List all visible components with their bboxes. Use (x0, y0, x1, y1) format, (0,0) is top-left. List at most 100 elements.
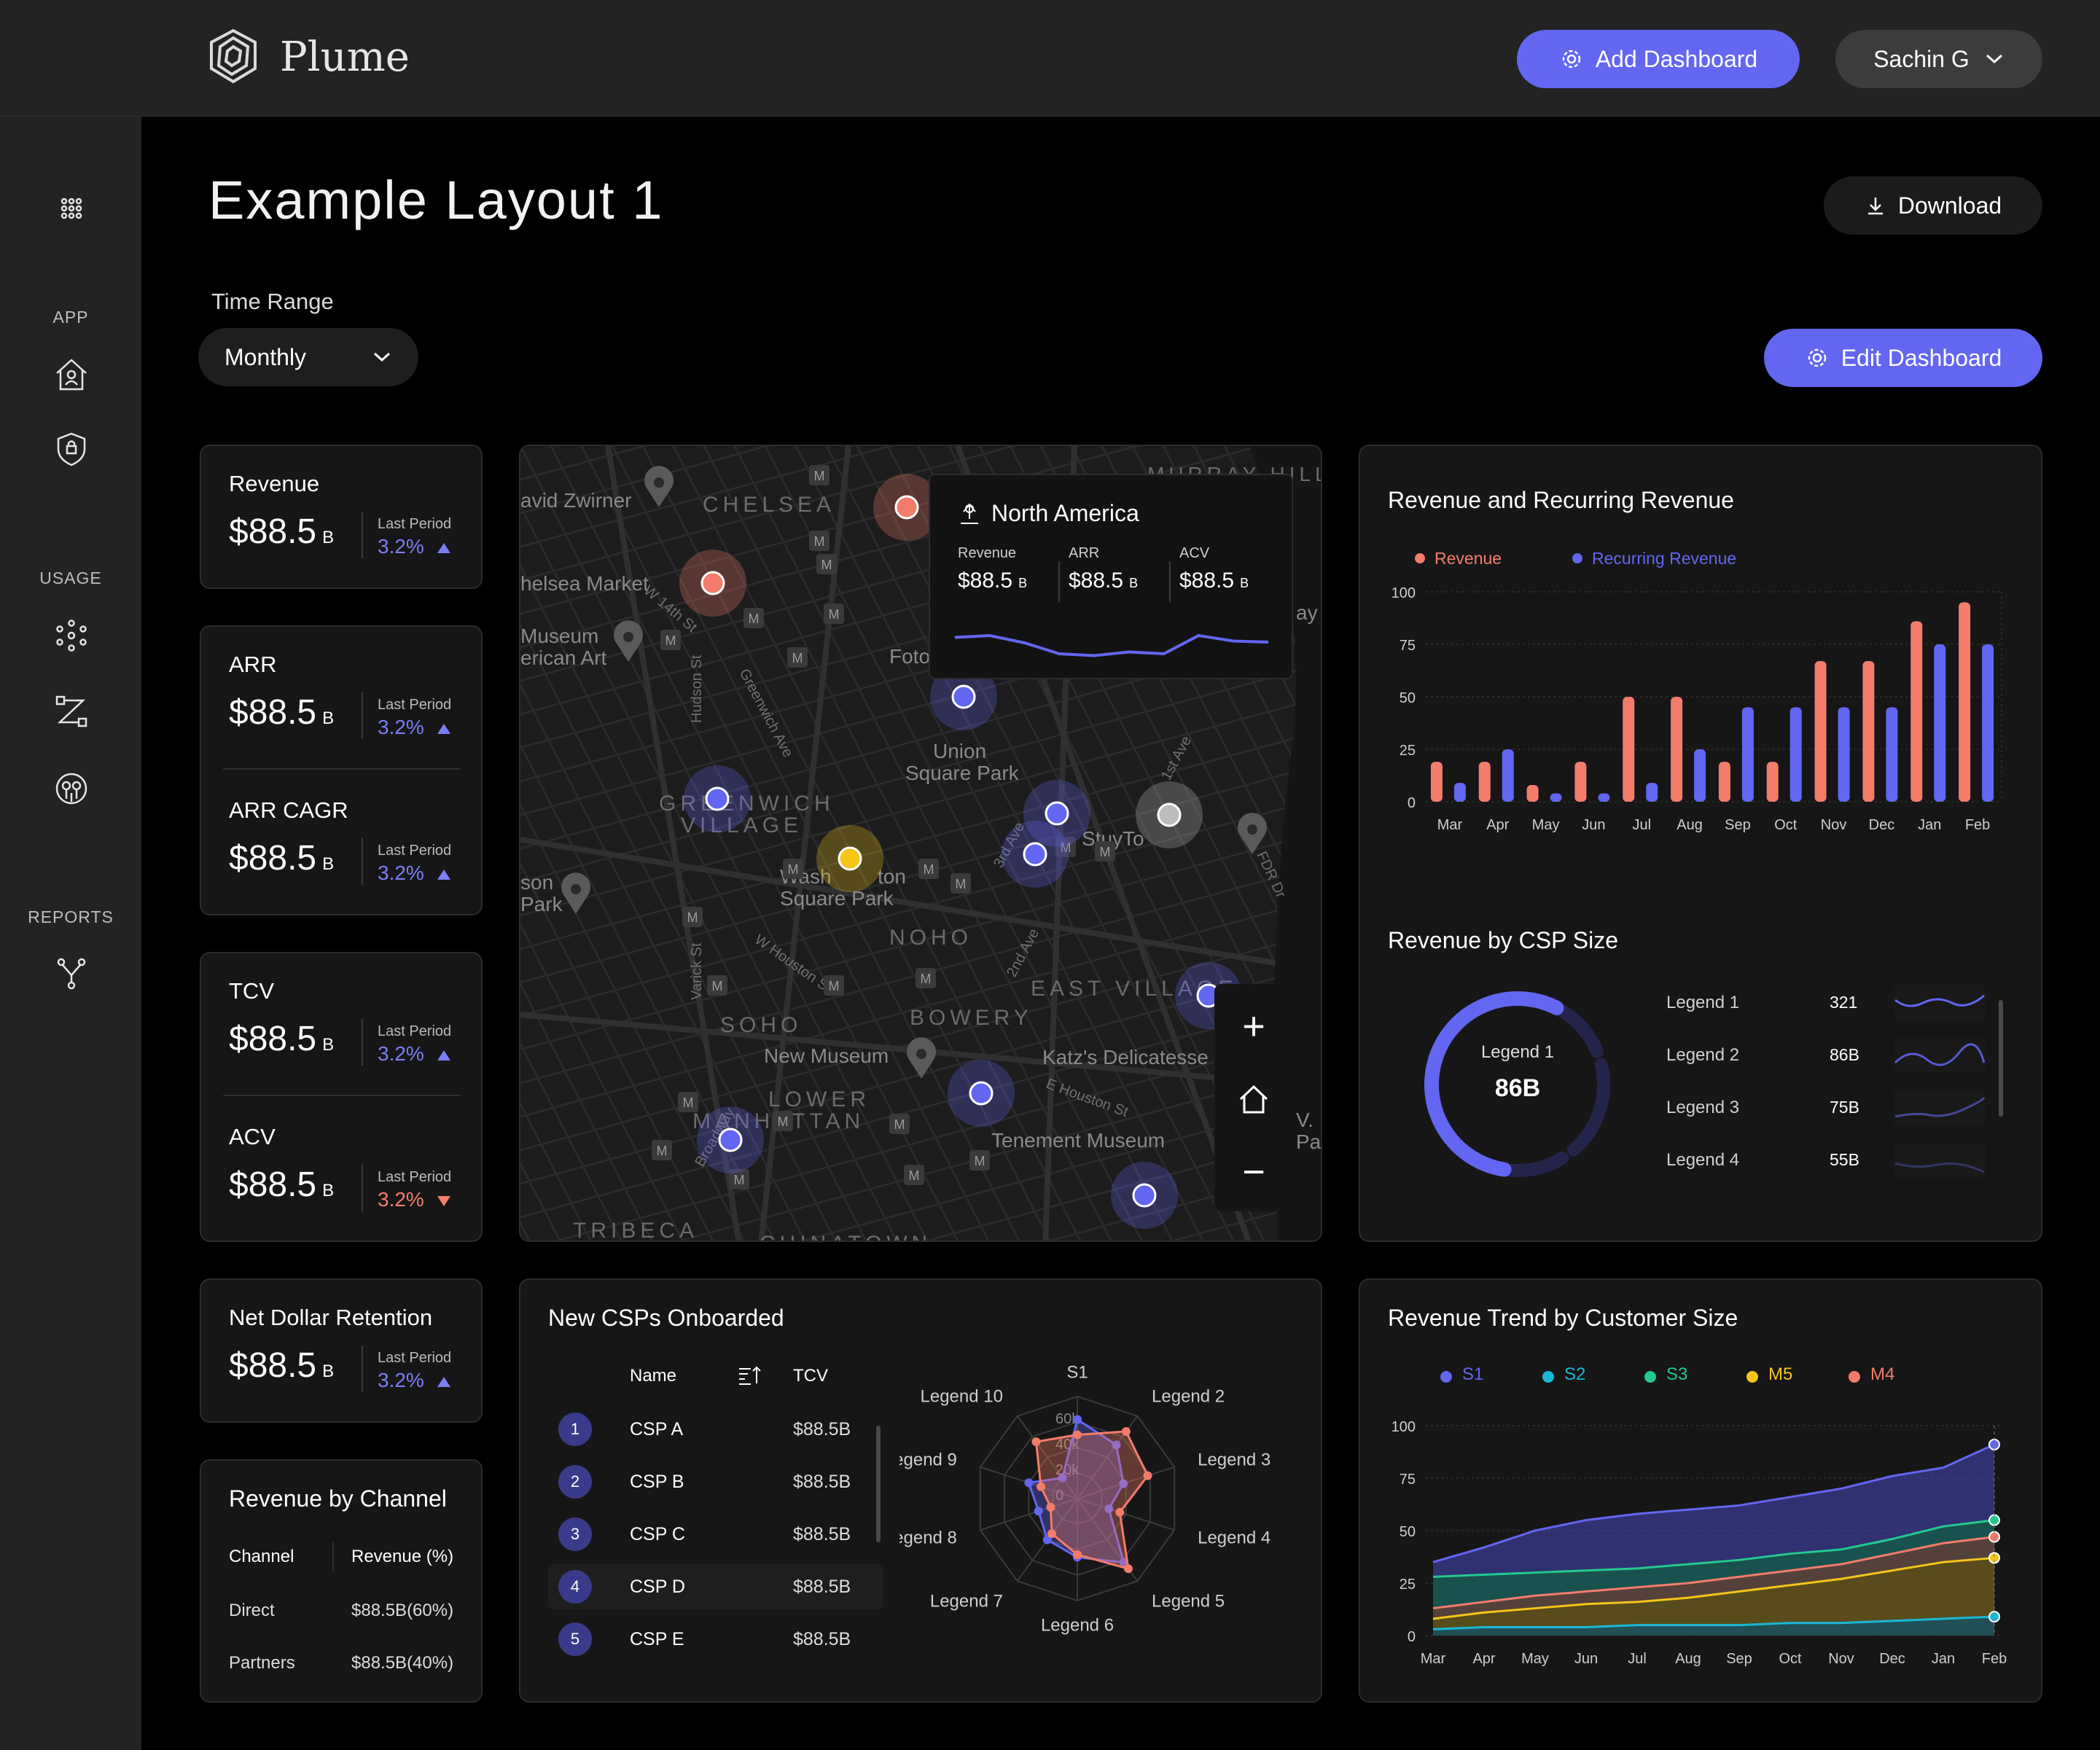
legend-swatch (1572, 553, 1582, 563)
map-marker[interactable] (948, 1060, 1015, 1127)
radar-point[interactable] (1046, 1502, 1055, 1512)
triangle-up-icon (437, 1377, 450, 1387)
nodes-icon[interactable] (52, 617, 90, 655)
map-marker[interactable] (1111, 1162, 1178, 1229)
area-line (1432, 1615, 1995, 1630)
flow-icon[interactable] (52, 692, 90, 730)
home-icon[interactable] (52, 356, 90, 394)
scrollbar[interactable] (1999, 1000, 2003, 1117)
scrollbar[interactable] (876, 1426, 881, 1542)
download-button[interactable]: Download (1824, 176, 2042, 235)
radar-point[interactable] (1047, 1529, 1057, 1539)
bar[interactable] (1718, 762, 1730, 802)
bar[interactable] (1694, 749, 1706, 802)
bar[interactable] (1886, 707, 1898, 802)
bar[interactable] (1741, 707, 1754, 802)
tree-icon[interactable] (52, 770, 90, 808)
map-marker[interactable] (1136, 781, 1203, 848)
table-row[interactable]: 3 CSP C $88.5B (548, 1512, 883, 1557)
radar-axis-label: Legend 3 (1198, 1450, 1270, 1469)
bar[interactable] (1671, 697, 1683, 802)
bar[interactable] (1766, 762, 1779, 802)
radar-point[interactable] (1034, 1507, 1043, 1516)
map-marker[interactable] (1023, 780, 1090, 847)
radar-point[interactable] (1119, 1479, 1128, 1488)
radar-point[interactable] (1073, 1550, 1082, 1559)
kpi-unit: B (322, 1362, 335, 1381)
bar[interactable] (1838, 707, 1850, 802)
bar[interactable] (1598, 793, 1610, 802)
radar-point[interactable] (1031, 1437, 1041, 1447)
bar[interactable] (1982, 644, 1994, 802)
map-marker[interactable] (873, 474, 940, 541)
kpi-last-period: Last Period (378, 697, 452, 713)
radar-point[interactable] (1115, 1507, 1125, 1517)
bar[interactable] (1526, 784, 1539, 802)
bar[interactable] (1959, 602, 1971, 802)
bar[interactable] (1910, 621, 1923, 802)
radar-point[interactable] (1058, 1473, 1067, 1483)
add-dashboard-button[interactable]: Add Dashboard (1517, 30, 1800, 88)
table-row[interactable]: 2 CSP B $88.5B (548, 1459, 883, 1504)
legend-name: Legend 4 (1666, 1150, 1740, 1170)
home-view-button[interactable] (1214, 1063, 1293, 1136)
series-endpoint[interactable] (1988, 1552, 2000, 1564)
table-row[interactable]: 5 CSP E $88.5B (548, 1617, 883, 1662)
radar-point[interactable] (1112, 1440, 1121, 1450)
revenue-card: Revenue and Recurring Revenue Revenue Rec… (1359, 445, 2042, 1242)
radar-ring-label: 40k (1055, 1437, 1080, 1453)
gauge-value: 86B (1494, 1074, 1541, 1102)
time-range-select[interactable]: Monthly (198, 328, 418, 386)
bar[interactable] (1934, 644, 1946, 802)
radar-point[interactable] (1073, 1430, 1082, 1440)
zoom-in-button[interactable]: + (1242, 1004, 1265, 1048)
shield-icon[interactable] (52, 430, 90, 468)
table-row[interactable]: 1 CSP A $88.5B (548, 1407, 883, 1452)
bar[interactable] (1430, 762, 1443, 802)
bar[interactable] (1789, 707, 1802, 802)
radar-point[interactable] (1073, 1415, 1082, 1424)
radar-point[interactable] (1143, 1471, 1152, 1480)
map-marker[interactable] (697, 1106, 764, 1173)
map-label: erican Art (520, 647, 606, 669)
map-marker[interactable] (1002, 821, 1069, 888)
sort-icon[interactable] (738, 1364, 762, 1386)
user-menu-button[interactable]: Sachin G (1835, 30, 2042, 88)
radar-point[interactable] (1037, 1482, 1046, 1491)
table-row[interactable]: 4 CSP D $88.5B (548, 1564, 883, 1609)
map-marker[interactable] (679, 550, 746, 617)
radar-point[interactable] (1024, 1478, 1034, 1488)
bar[interactable] (1574, 762, 1587, 802)
branch-icon[interactable] (52, 955, 90, 993)
bar[interactable] (1550, 793, 1562, 802)
radar-point[interactable] (1042, 1535, 1052, 1544)
bar[interactable] (1814, 661, 1827, 802)
bar[interactable] (1478, 762, 1491, 802)
bar[interactable] (1862, 661, 1875, 802)
bar[interactable] (1623, 697, 1635, 802)
bar[interactable] (1502, 749, 1514, 802)
radar-point[interactable] (1123, 1564, 1133, 1574)
kpi-title: ARR (229, 652, 277, 677)
series-endpoint[interactable] (1988, 1611, 2000, 1623)
channel-name: Direct (229, 1601, 275, 1620)
y-tick-label: 50 (1400, 690, 1416, 706)
divider (1169, 561, 1171, 602)
logo[interactable]: Plume (203, 26, 410, 87)
kpi-card: Revenue $88.5 B Last Period 3.2% (200, 445, 483, 589)
edit-dashboard-button[interactable]: Edit Dashboard (1764, 329, 2042, 387)
sidebar: APP USAGE REPORTS (0, 117, 141, 1750)
map-marker[interactable] (930, 663, 997, 730)
zoom-out-button[interactable]: − (1242, 1150, 1265, 1194)
radar-point[interactable] (1104, 1504, 1114, 1514)
map-marker[interactable] (684, 765, 751, 832)
bar[interactable] (1453, 783, 1466, 802)
gauge-label: Legend 1 (1480, 1042, 1555, 1062)
app-grid-icon[interactable] (52, 190, 90, 227)
bar[interactable] (1646, 783, 1658, 802)
map-marker[interactable] (816, 825, 883, 892)
radar-point[interactable] (1121, 1426, 1131, 1436)
legend-label: M5 (1768, 1364, 1793, 1384)
